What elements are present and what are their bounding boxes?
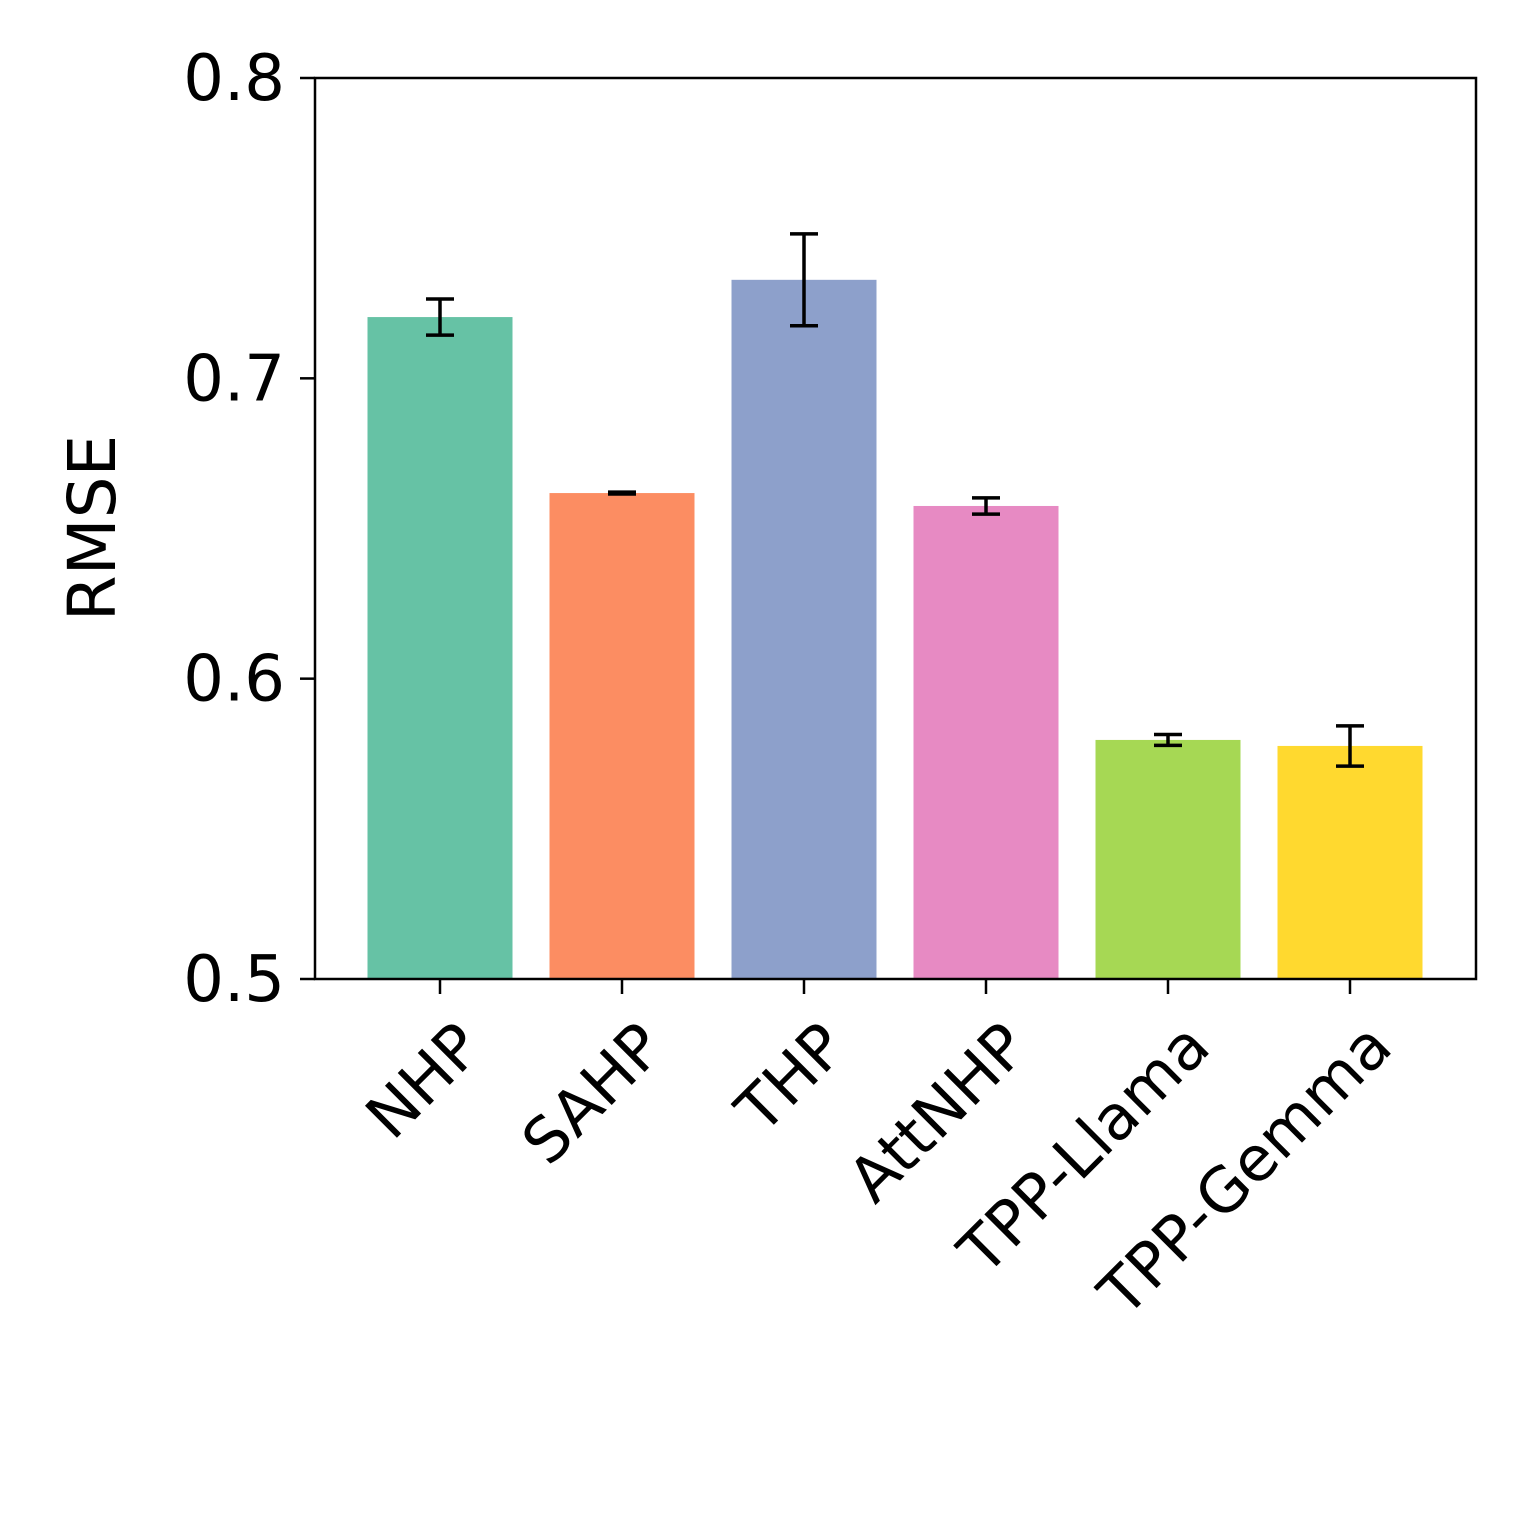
error-bar-thp: [790, 232, 818, 328]
error-bar-nhp: [426, 297, 454, 337]
bar-nhp: [367, 317, 513, 980]
y-tick-label: 0.6: [183, 643, 285, 717]
bar-tpp-gemma: [1277, 745, 1423, 979]
error-bar-attnhp: [972, 496, 1000, 516]
error-bar-tpp-llama: [1154, 732, 1182, 748]
x-tick-label: SAHP: [508, 1009, 678, 1179]
error-bar-sahp: [608, 490, 636, 496]
bar-attnhp: [913, 505, 1059, 979]
bar-thp: [731, 279, 877, 980]
y-tick-label: 0.8: [183, 42, 285, 116]
plot-frame: [313, 76, 1478, 981]
error-bar-tpp-gemma: [1336, 724, 1364, 768]
y-tick-label: 0.5: [183, 943, 285, 1017]
bar-sahp: [549, 493, 695, 979]
y-tick-label: 0.7: [183, 342, 285, 416]
bar-tpp-llama: [1095, 739, 1241, 979]
x-tick-label: THP: [721, 1009, 860, 1148]
y-axis-label: RMSE: [54, 435, 131, 621]
x-tick-label: NHP: [352, 1009, 496, 1153]
